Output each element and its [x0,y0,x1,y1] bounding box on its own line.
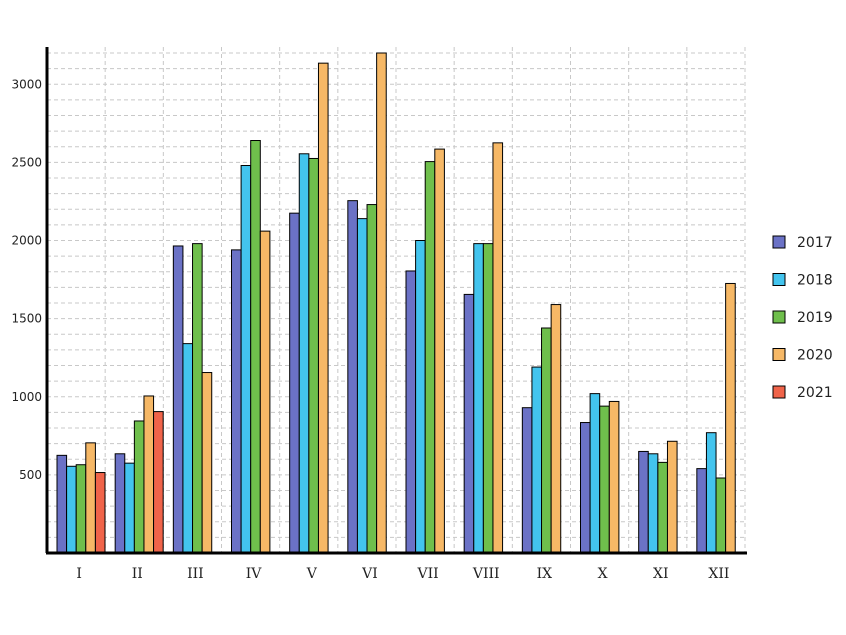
bar-VII-2018 [415,240,426,554]
legend-swatch-2020 [772,348,786,361]
bar-IV-2019 [250,140,261,554]
bar-V-2018 [298,153,310,554]
bar-VI-2019 [366,204,378,554]
y-tick-labels: 500 1000 1500 2000 2500 3000 [11,77,42,482]
legend-label-2020: 2020 [797,348,833,364]
x-tick-label: VI [361,566,378,582]
legend-swatch-2019 [772,310,786,324]
bar-VIII-2020 [492,142,504,554]
bar-IX-2020 [550,304,562,554]
x-tick-label: I [76,566,82,582]
bar-IX-2018 [531,366,543,554]
bar-XI-2018 [647,453,659,554]
bar-I-2020 [85,442,96,554]
bar-XI-2017 [638,450,649,554]
legend-swatch-2018 [772,273,786,286]
x-tick-labels: I II III IV V VI VII VIII IX X XI XII [76,566,729,582]
bar-III-2017 [172,245,184,554]
bar-IV-2020 [259,230,271,554]
x-tick-label: X [598,566,608,582]
axes [45,47,747,555]
bar-V-2019 [308,157,319,554]
bar-II-2021 [153,411,164,554]
bar-I-2017 [56,454,68,554]
bar-II-2017 [114,453,126,554]
bar-V-2020 [317,62,329,554]
bar-X-2020 [608,400,620,554]
legend: 2017 2018 2019 2020 2021 [772,235,833,401]
bar-III-2018 [182,343,194,554]
bar-II-2019 [133,420,145,554]
bar-VI-2017 [347,200,358,554]
bar-II-2018 [124,462,135,554]
bar-VIII-2018 [473,243,484,554]
bar-V-2017 [289,212,300,554]
bar-XII-2018 [705,432,717,554]
bar-I-2018 [66,465,77,554]
x-tick-label: XII [708,566,729,582]
bar-IX-2019 [541,327,552,554]
bar-XI-2020 [666,440,678,554]
x-tick-label: IX [537,566,553,582]
x-tick-label: III [187,566,204,582]
y-tick-label: 500 [19,468,42,482]
bar-VII-2019 [424,161,436,554]
y-tick-label: 2500 [11,155,42,169]
bar-VII-2020 [434,148,445,554]
bar-XII-2019 [715,477,727,554]
legend-label-2019: 2019 [797,310,833,326]
y-tick-label: 1000 [11,390,42,404]
x-tick-label: VII [416,566,438,582]
bar-XI-2019 [657,461,668,554]
bar-VI-2018 [356,218,368,554]
legend-swatch-2021 [772,385,786,399]
bar-IX-2017 [521,407,533,554]
bar-II-2020 [143,395,155,554]
y-tick-label: 3000 [11,77,42,91]
x-tick-label: II [132,566,143,582]
bar-III-2020 [201,372,213,554]
bar-X-2019 [599,405,610,554]
bar-X-2018 [589,393,601,554]
bar-VIII-2017 [463,293,475,554]
legend-label-2021: 2021 [797,385,833,401]
bar-VIII-2019 [482,243,494,554]
bar-VI-2020 [376,52,387,554]
legend-label-2017: 2017 [797,235,833,251]
bar-III-2019 [192,243,203,554]
bar-IV-2017 [231,249,242,554]
bar-XII-2017 [696,468,707,554]
x-tick-label: VIII [472,566,500,582]
bar-I-2021 [94,472,106,554]
bar-VII-2017 [405,270,417,554]
y-tick-label: 1500 [11,312,42,326]
bar-XII-2020 [725,282,736,554]
legend-label-2018: 2018 [797,273,833,289]
bars [56,52,736,554]
x-tick-label: V [306,566,318,582]
legend-swatch-2017 [772,235,786,249]
y-tick-label: 2000 [11,234,42,248]
bar-IV-2018 [240,165,252,554]
bar-I-2019 [75,464,87,554]
grid-lines [47,47,747,553]
x-tick-label: IV [246,566,263,582]
bar-X-2017 [580,422,591,554]
x-tick-label: XI [653,566,669,582]
